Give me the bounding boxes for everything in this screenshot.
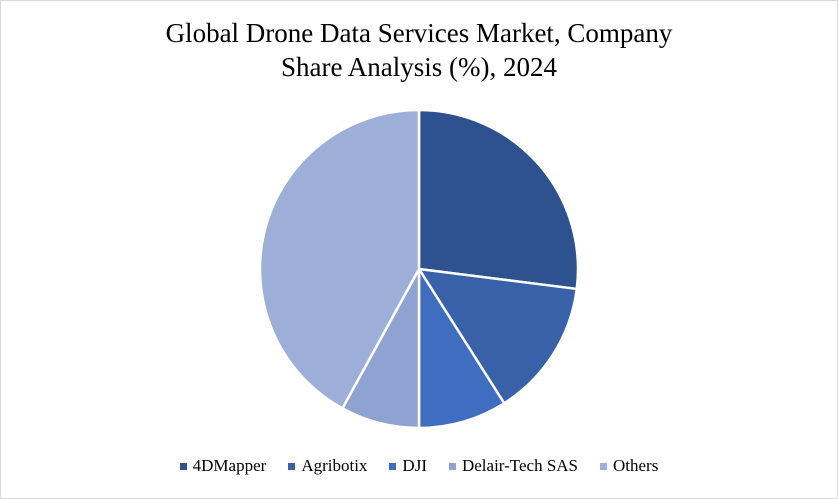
legend-item-dji: DJI [389, 456, 427, 476]
pie-slice-others [258, 108, 421, 410]
legend-item-4dmapper: 4DMapper [179, 456, 267, 476]
legend-label-agribotix: Agribotix [301, 456, 368, 475]
legend-swatch-agribotix [288, 462, 296, 470]
chart-title: Global Drone Data Services Market, Compa… [0, 16, 838, 84]
legend-label-delair-tech-sas: Delair-Tech SAS [461, 456, 579, 475]
legend-swatch-dji [389, 462, 397, 470]
legend-swatch-delair-tech-sas [448, 462, 456, 470]
legend-item-others: Others [600, 456, 658, 476]
pie-slice-dji [417, 267, 506, 430]
pie-slice-4dmapper [417, 108, 580, 291]
chart-legend: 4DMapper Agribotix DJI Delair-Tech SAS O… [0, 456, 838, 476]
legend-label-dji: DJI [402, 456, 427, 475]
pie-slice-agribotix [417, 267, 578, 405]
legend-swatch-others [600, 462, 608, 470]
legend-label-others: Others [613, 456, 659, 475]
legend-swatch-4dmapper [179, 462, 187, 470]
legend-label-4dmapper: 4DMapper [192, 456, 267, 475]
legend-item-delair-tech-sas: Delair-Tech SAS [448, 456, 579, 476]
chart-title-line-1: Global Drone Data Services Market, Compa… [165, 18, 673, 48]
chart-title-line-2: Share Analysis (%), 2024 [281, 52, 557, 82]
legend-item-agribotix: Agribotix [288, 456, 367, 476]
